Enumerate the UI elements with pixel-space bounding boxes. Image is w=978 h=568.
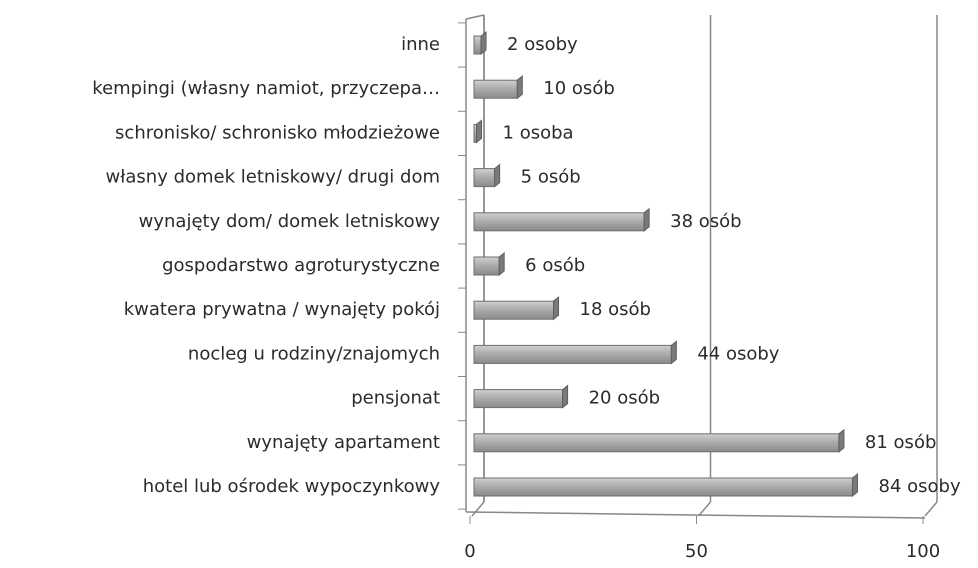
y-tick-label: pensjonat	[351, 388, 440, 409]
value-label: 44 osoby	[697, 343, 779, 364]
value-label: 2 osoby	[507, 34, 578, 55]
x-tick-label: 50	[685, 541, 708, 562]
bar-side	[494, 163, 501, 188]
value-label: 38 osób	[670, 211, 741, 232]
x-tick-label: 0	[464, 541, 475, 562]
bar	[473, 389, 564, 409]
bar	[473, 344, 672, 364]
bar-side	[838, 428, 845, 453]
axis-line	[465, 14, 485, 20]
y-tick-label: wynajęty dom/ domek letniskowy	[139, 211, 441, 232]
y-tick-label: kwatera prywatna / wynajęty pokój	[124, 299, 440, 320]
bar-side	[643, 207, 650, 232]
y-tick-label: wynajęty apartament	[247, 432, 440, 453]
bar-side	[480, 30, 487, 56]
bar	[473, 256, 500, 276]
grid-line	[471, 501, 485, 517]
bar	[473, 79, 518, 99]
value-label: 5 osób	[521, 167, 581, 188]
value-label: 10 osób	[543, 78, 614, 99]
bar-side	[516, 75, 523, 100]
bar-side	[852, 472, 859, 498]
y-tick-label: inne	[401, 34, 440, 55]
y-tick-label: hotel lub ośrodek wypoczynkowy	[143, 476, 441, 497]
bar-side	[498, 251, 505, 277]
grid-line	[697, 501, 712, 517]
bar	[473, 433, 840, 453]
y-tick-label: własny domek letniskowy/ drugi dom	[106, 167, 440, 188]
y-tick-label: kempingi (własny namiot, przyczepa…	[92, 78, 440, 99]
y-tick-label: gospodarstwo agroturystyczne	[162, 255, 440, 276]
value-label: 1 osoba	[503, 122, 574, 143]
y-tick-label: schronisko/ schronisko młodzieżowe	[115, 122, 440, 143]
bar	[473, 35, 482, 55]
value-label: 6 osób	[525, 255, 585, 276]
value-label: 18 osób	[580, 299, 651, 320]
bar-side	[670, 340, 677, 365]
value-label: 84 osoby	[879, 476, 961, 497]
grid-line	[924, 501, 938, 517]
bar	[473, 477, 854, 497]
bar-side	[562, 384, 569, 409]
value-label: 81 osób	[865, 432, 936, 453]
value-label: 20 osób	[589, 388, 660, 409]
x-tick-label: 100	[906, 541, 940, 562]
axis-line	[465, 511, 926, 519]
bar-side	[476, 119, 483, 144]
bar	[473, 300, 555, 320]
bar	[473, 212, 645, 232]
bar-side	[553, 296, 560, 321]
bar	[473, 168, 496, 188]
y-tick-label: nocleg u rodziny/znajomych	[188, 343, 440, 364]
